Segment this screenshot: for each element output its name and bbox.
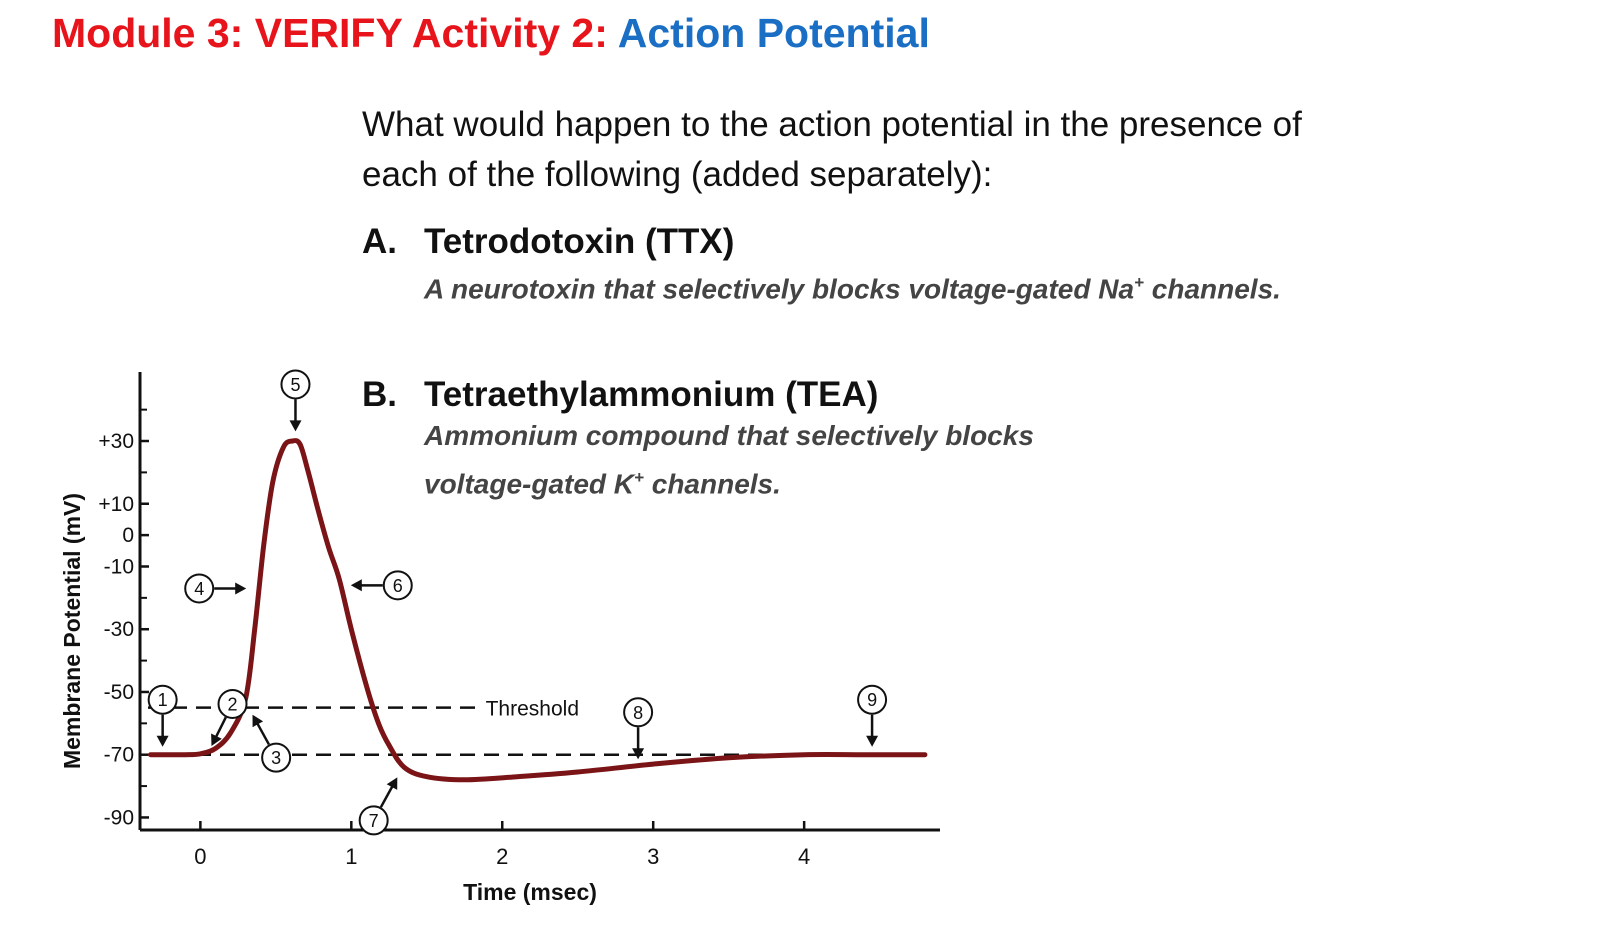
option-b-desc-sup: +: [634, 468, 644, 487]
y-tick-label: 0: [122, 524, 134, 547]
callout-5: 5: [280, 369, 311, 432]
callout-number: 3: [271, 748, 281, 768]
option-a-desc-text: A neurotoxin that selectively blocks vol…: [424, 273, 1135, 305]
option-b: B. Tetraethylammonium (TEA) Ammonium comp…: [362, 375, 1362, 505]
callout-2: 2: [211, 688, 248, 746]
y-tick-label: -50: [104, 681, 134, 704]
y-axis-title: Membrane Potential (mV): [59, 493, 85, 769]
title-accent: Action Potential: [617, 10, 930, 56]
callout-circle: [184, 573, 215, 604]
callout-number: 9: [867, 690, 877, 710]
x-axis-title: Time (msec): [463, 879, 597, 905]
callouts: 1 2 3 4 5 6 7 8 9: [147, 369, 888, 836]
chart-axes: +30 +10 0 -10 -30 -50 -70 -90 0 1 2 3 4: [98, 372, 940, 869]
callout-arrow-head: [632, 748, 645, 760]
callout-arrow-head: [252, 714, 264, 728]
y-tick-label: -30: [104, 618, 134, 641]
threshold-label: Threshold: [486, 698, 579, 721]
callout-number: 5: [290, 375, 300, 395]
question-text: What would happen to the action potentia…: [362, 105, 1302, 194]
callout-6: 6: [350, 570, 413, 601]
option-a-name: Tetrodotoxin (TTX): [424, 222, 735, 261]
callout-number: 1: [158, 690, 168, 710]
chart-series: [148, 438, 928, 783]
callout-arrow-head: [350, 579, 362, 592]
callout-number: 7: [369, 811, 379, 831]
option-a-desc-sup: +: [1134, 273, 1144, 292]
callout-9: 9: [857, 684, 888, 747]
callout-circle: [280, 369, 311, 400]
x-tick-label: 2: [496, 844, 508, 869]
callout-3: 3: [252, 714, 292, 773]
callout-arrow-head: [235, 582, 247, 595]
option-b-heading: B. Tetraethylammonium (TEA): [362, 375, 1362, 415]
x-tick-label: 1: [345, 844, 357, 869]
callout-circle: [217, 688, 248, 719]
callout-circle: [147, 684, 178, 715]
callout-circle: [261, 742, 292, 773]
x-tick-label: 4: [798, 844, 810, 869]
y-tick-label: +30: [98, 430, 134, 453]
callout-arrow-head: [386, 777, 398, 790]
callout-number: 8: [633, 703, 643, 723]
axis-labels: Time (msec) Membrane Potential (mV): [59, 493, 597, 905]
y-tick-label: -70: [104, 744, 134, 767]
callout-number: 6: [393, 576, 403, 596]
y-tick-label: +10: [98, 493, 134, 516]
callout-number: 2: [228, 694, 238, 714]
option-b-desc-text: Ammonium compound that selectively block…: [424, 420, 1034, 500]
option-b-desc-end: channels.: [643, 468, 781, 500]
callout-arrow-head: [866, 735, 879, 747]
callout-7: 7: [358, 777, 398, 836]
option-a-letter: A.: [362, 222, 397, 261]
callout-4: 4: [184, 573, 247, 604]
slide-title: Module 3: VERIFY Activity 2: Action Pote…: [52, 10, 930, 57]
title-prefix: Module 3: VERIFY Activity 2:: [52, 10, 618, 56]
callout-number: 4: [194, 579, 204, 599]
callout-arrow-head: [289, 420, 302, 432]
callout-circle: [623, 697, 654, 728]
callout-circle: [382, 570, 413, 601]
option-a-desc-end: channels.: [1143, 273, 1281, 305]
callout-arrow-head: [156, 735, 169, 747]
option-a-heading: A. Tetrodotoxin (TTX): [362, 222, 1362, 262]
option-a-description: A neurotoxin that selectively blocks vol…: [424, 262, 1362, 310]
option-b-letter: B.: [362, 375, 397, 414]
callout-1: 1: [147, 684, 178, 747]
x-tick-label: 0: [194, 844, 206, 869]
y-tick-label: -10: [104, 555, 134, 578]
reference-lines: Threshold: [148, 698, 774, 756]
option-b-name: Tetraethylammonium (TEA): [424, 375, 879, 414]
callout-arrow-head: [211, 733, 222, 746]
x-tick-label: 3: [647, 844, 659, 869]
option-a: A. Tetrodotoxin (TTX) A neurotoxin that s…: [362, 222, 1362, 310]
callout-8: 8: [623, 697, 654, 760]
y-tick-label: -90: [104, 806, 134, 829]
option-b-description: Ammonium compound that selectively block…: [424, 415, 1064, 505]
callout-circle: [857, 684, 888, 715]
membrane-potential-curve: [148, 438, 928, 783]
callout-circle: [358, 805, 389, 836]
